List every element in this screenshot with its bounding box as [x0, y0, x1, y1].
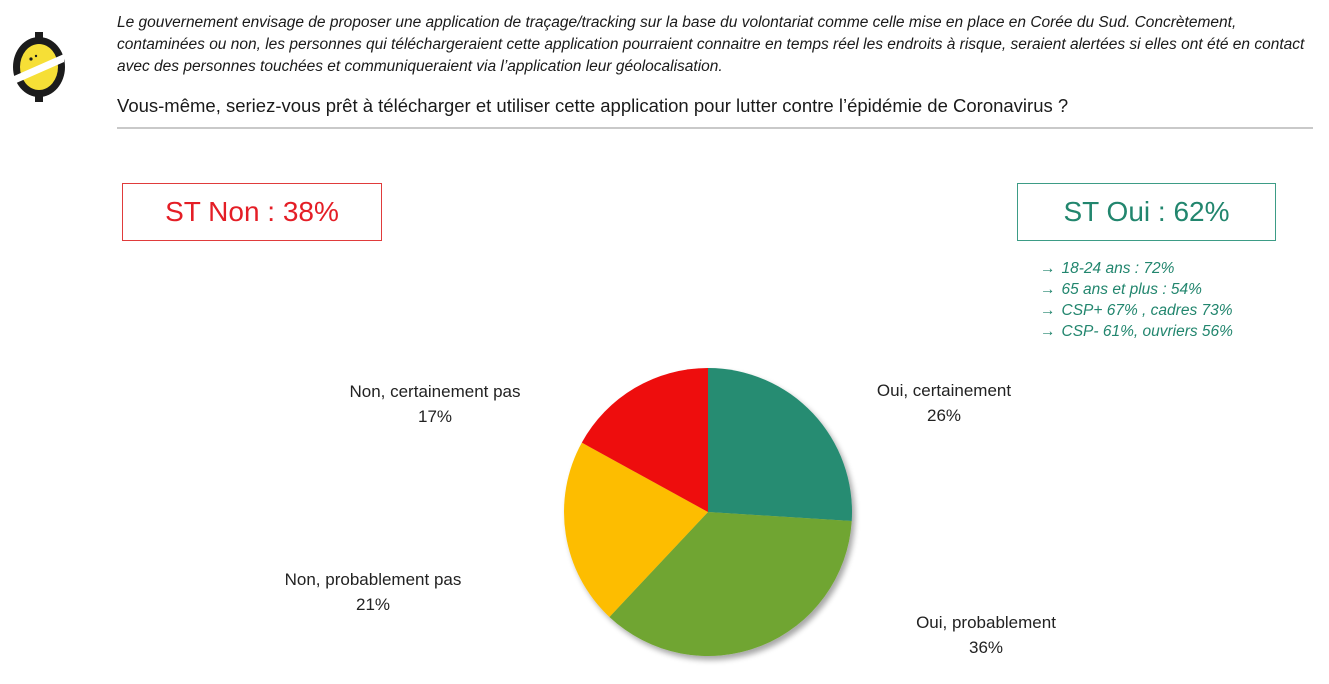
right-arrow-icon: → [1040, 281, 1056, 298]
pie-slice [609, 512, 852, 656]
oui-detail-text: CSP- 61%, ouvriers 56% [1061, 323, 1233, 340]
slice-value-label: 36% [969, 638, 1003, 657]
header-divider [117, 127, 1313, 129]
slice-category-label: Oui, probablement [916, 613, 1056, 632]
context-paragraph: Le gouvernement envisage de proposer une… [117, 14, 1305, 75]
survey-question: Vous-même, seriez-vous prêt à télécharge… [117, 95, 1069, 116]
pie-slice [581, 368, 708, 512]
st-non-box: ST Non : 38% [122, 183, 382, 241]
oui-detail-text: 18-24 ans : 72% [1061, 260, 1175, 277]
oui-detail-text: CSP+ 67% , cadres 73% [1061, 302, 1233, 319]
slice-value-label: 21% [356, 595, 390, 614]
slice-category-label: Oui, certainement [877, 381, 1011, 400]
pie-slice [564, 442, 708, 617]
st-oui-box: ST Oui : 62% [1017, 183, 1276, 241]
right-arrow-icon: → [1040, 302, 1056, 319]
slice-value-label: 26% [927, 406, 961, 425]
oui-detail-text: 65 ans et plus : 54% [1061, 281, 1202, 298]
oui-detail-item: → 65 ans et plus : 54% [1040, 279, 1233, 300]
pie-slice [708, 368, 853, 522]
right-arrow-icon: → [1040, 323, 1056, 340]
slice-category-label: Non, probablement pas [285, 570, 462, 589]
slice-category-label: Non, certainement pas [349, 382, 520, 401]
oui-detail-item: → CSP- 61%, ouvriers 56% [1040, 321, 1233, 342]
slice-value-label: 17% [418, 407, 452, 426]
oui-detail-list: → 18-24 ans : 72% → 65 ans et plus : 54% →… [1040, 258, 1233, 342]
brand-logo-icon [13, 32, 65, 102]
oui-detail-item: → 18-24 ans : 72% [1040, 258, 1233, 279]
oui-detail-item: → CSP+ 67% , cadres 73% [1040, 300, 1233, 321]
right-arrow-icon: → [1040, 260, 1056, 277]
